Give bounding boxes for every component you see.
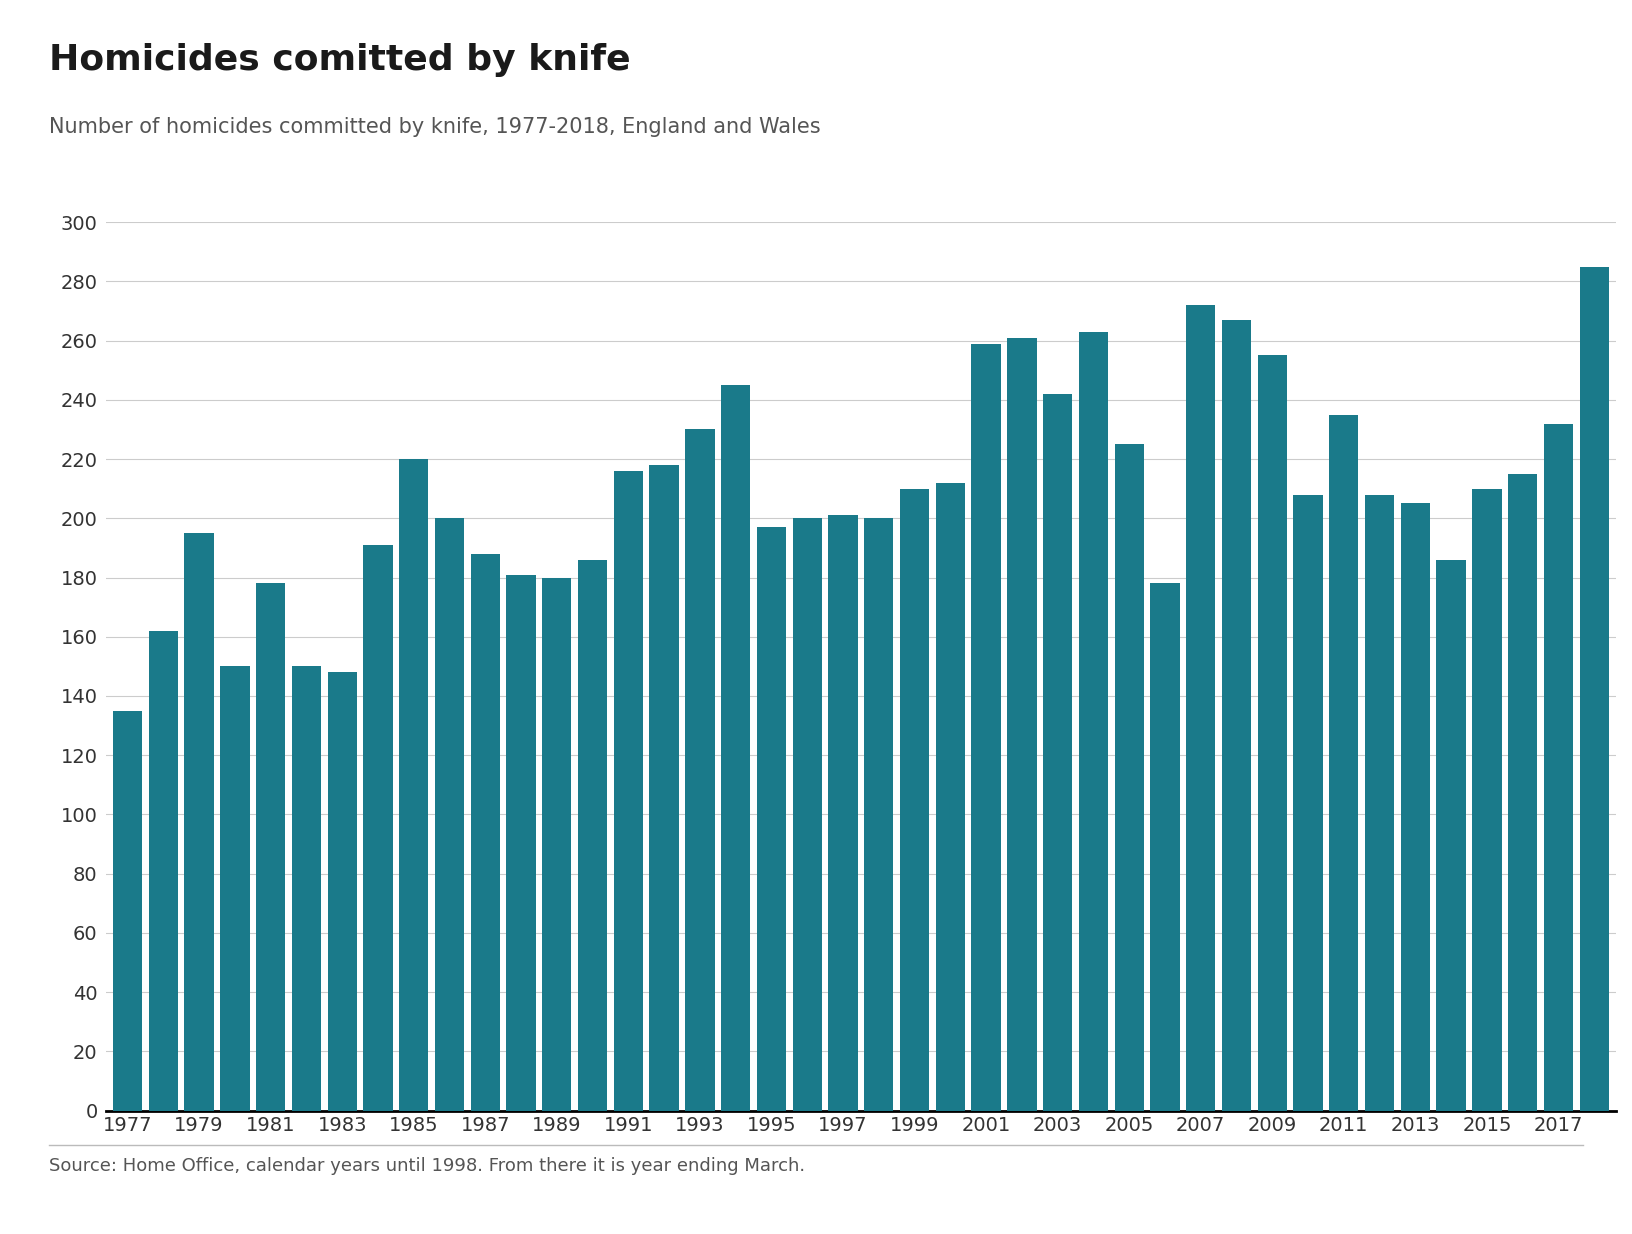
Bar <box>1580 267 1609 1111</box>
Text: BBC: BBC <box>1529 1178 1575 1198</box>
Bar <box>184 533 214 1111</box>
Bar <box>863 518 893 1111</box>
Bar <box>793 518 823 1111</box>
Bar <box>757 527 787 1111</box>
Bar <box>578 560 607 1111</box>
Bar <box>1436 560 1466 1111</box>
Bar <box>721 385 751 1111</box>
Bar <box>113 711 142 1111</box>
Bar <box>328 673 357 1111</box>
Bar <box>935 482 965 1111</box>
Bar <box>1258 355 1288 1111</box>
Bar <box>506 575 535 1111</box>
Bar <box>149 631 178 1111</box>
Bar <box>1151 584 1180 1111</box>
Bar <box>685 429 715 1111</box>
Bar <box>1043 394 1072 1111</box>
Bar <box>1364 495 1394 1111</box>
Text: Homicides comitted by knife: Homicides comitted by knife <box>49 43 630 78</box>
Bar <box>292 666 322 1111</box>
Bar <box>1544 423 1573 1111</box>
Bar <box>256 584 286 1111</box>
Bar <box>1400 503 1430 1111</box>
Bar <box>614 471 643 1111</box>
Bar <box>899 489 929 1111</box>
Bar <box>1294 495 1322 1111</box>
Bar <box>1186 305 1216 1111</box>
Bar <box>542 578 571 1111</box>
Bar <box>400 459 428 1111</box>
Text: Number of homicides committed by knife, 1977-2018, England and Wales: Number of homicides committed by knife, … <box>49 117 821 137</box>
Bar <box>1007 338 1036 1111</box>
Bar <box>1508 474 1537 1111</box>
Bar <box>364 545 393 1111</box>
Bar <box>470 554 499 1111</box>
Text: Source: Home Office, calendar years until 1998. From there it is year ending Mar: Source: Home Office, calendar years unti… <box>49 1157 805 1176</box>
Bar <box>1079 332 1108 1111</box>
Bar <box>650 465 679 1111</box>
Bar <box>1472 489 1501 1111</box>
Bar <box>1222 320 1252 1111</box>
Bar <box>971 343 1000 1111</box>
Bar <box>1328 415 1358 1111</box>
Bar <box>1115 444 1144 1111</box>
Bar <box>434 518 463 1111</box>
Bar <box>220 666 250 1111</box>
Bar <box>829 516 858 1111</box>
